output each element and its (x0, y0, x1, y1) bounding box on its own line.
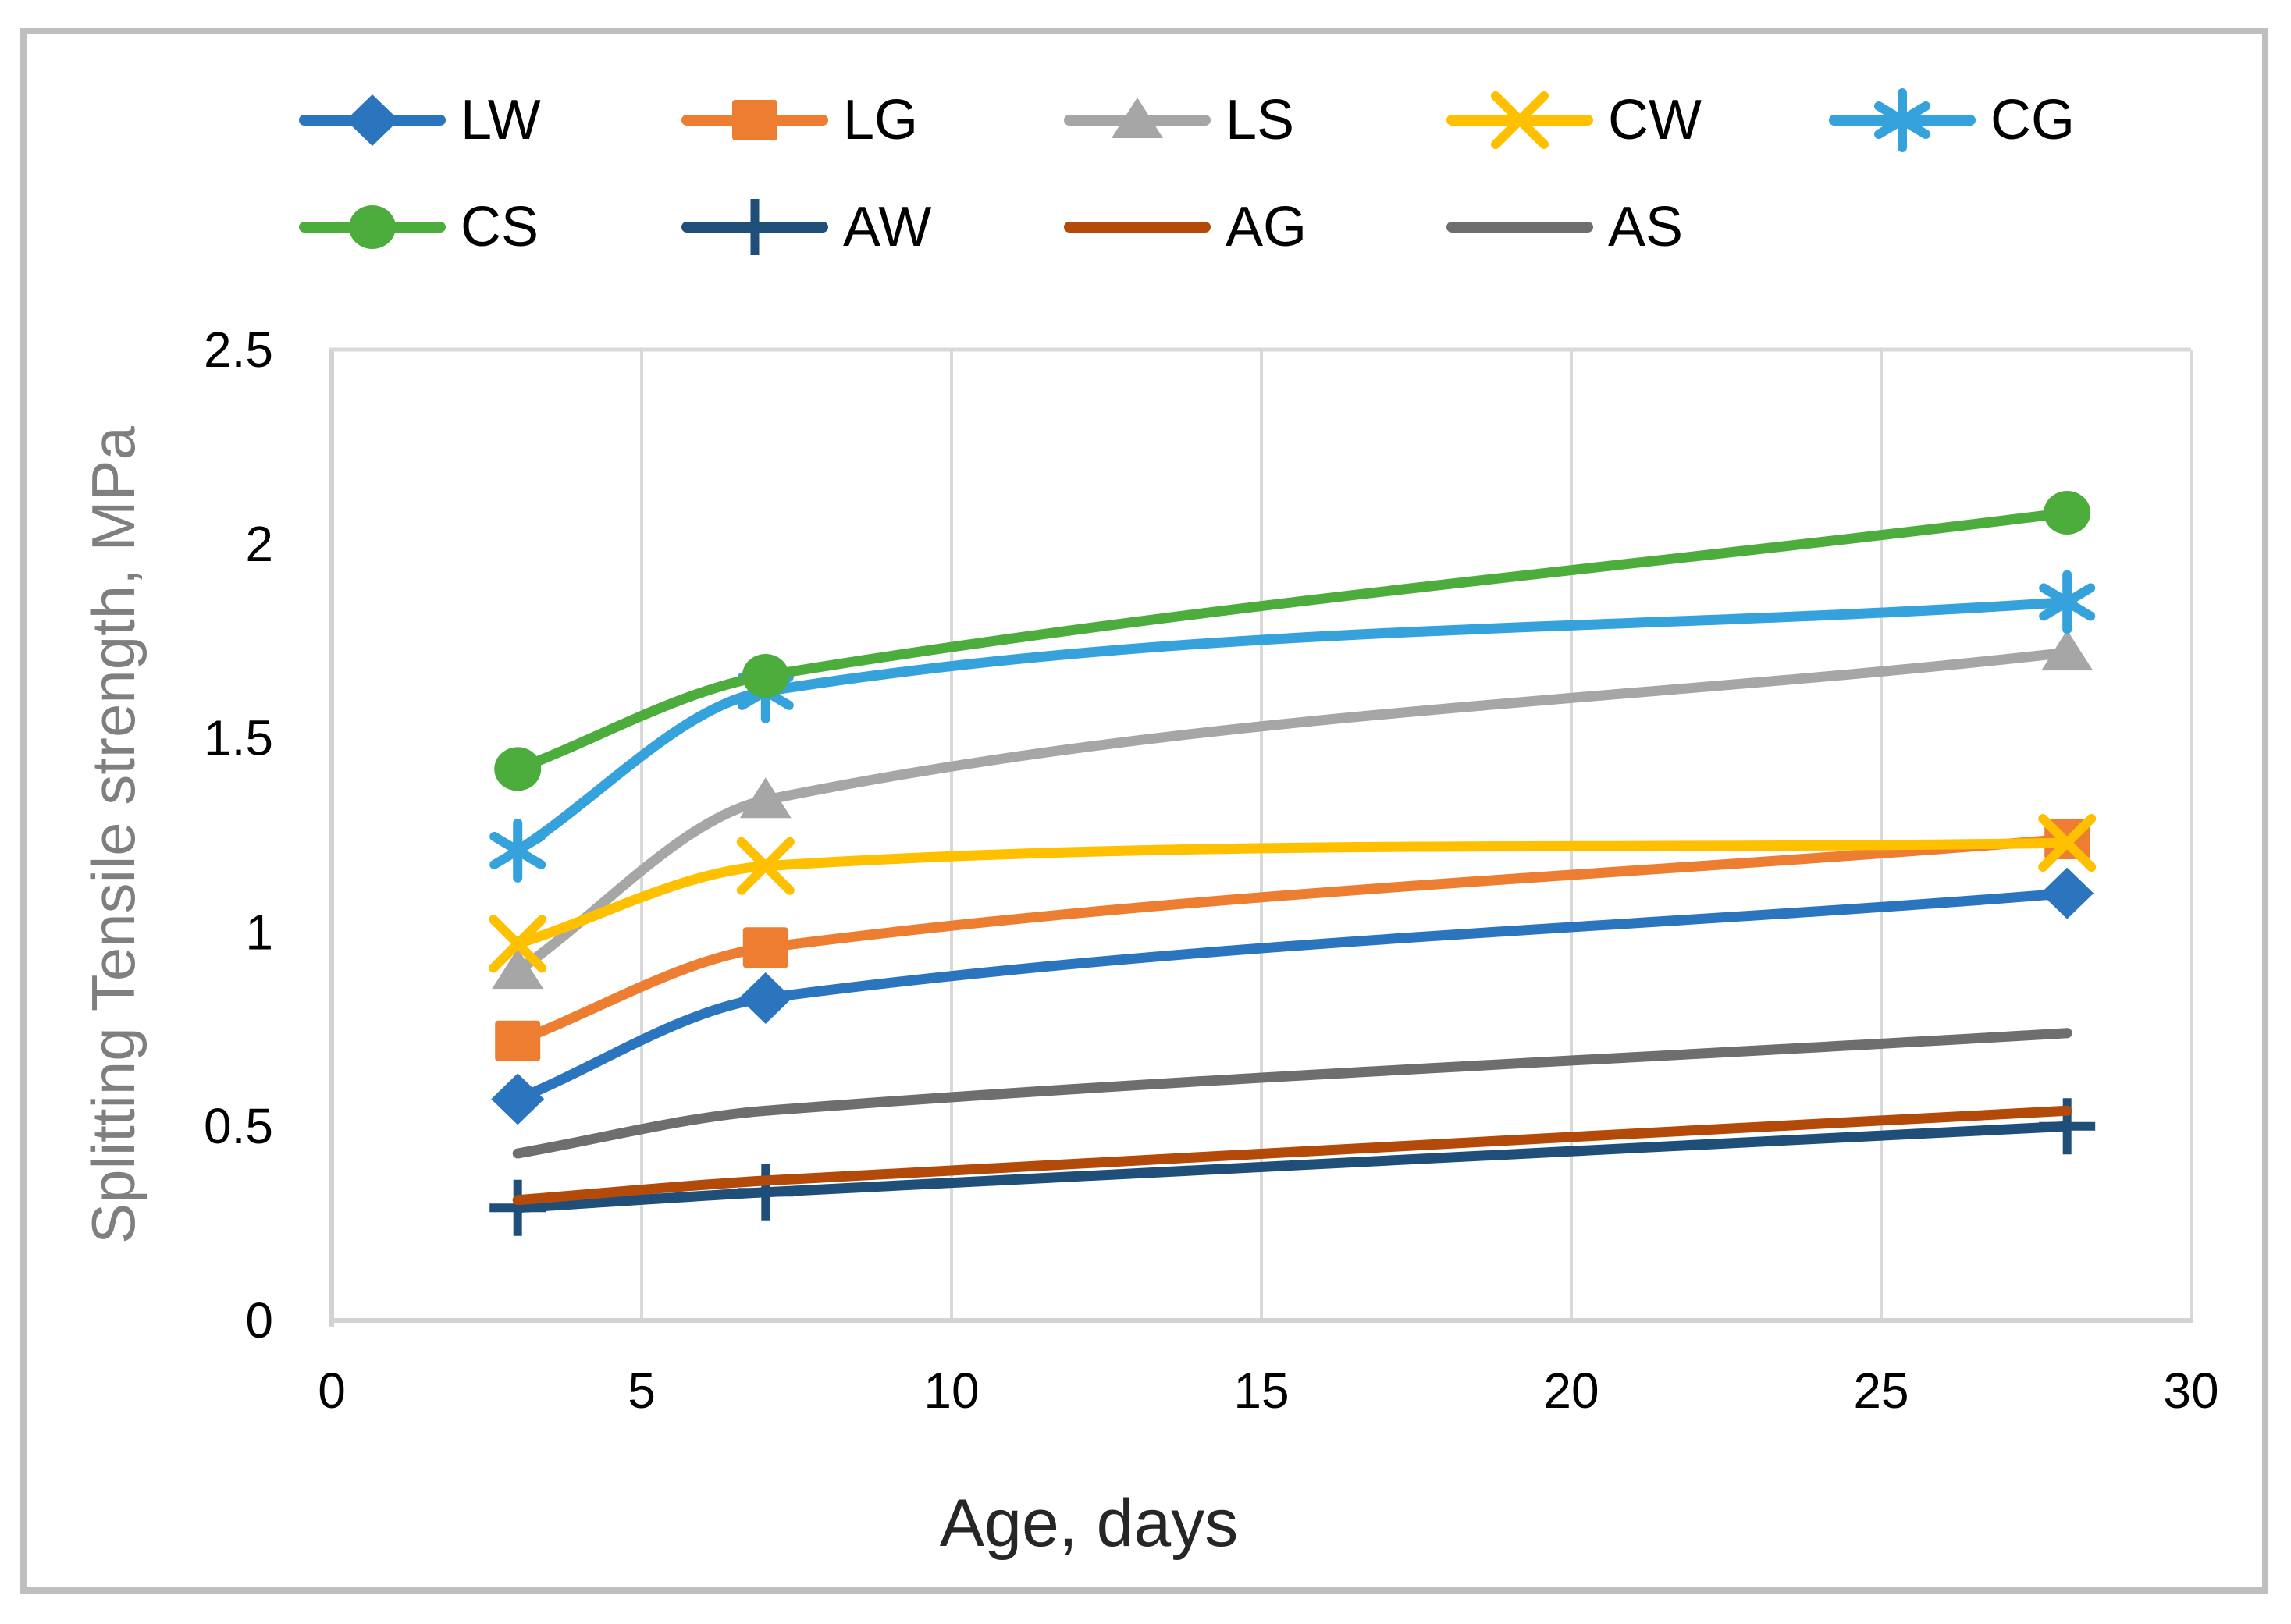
series-CS-point-28 (2044, 490, 2091, 535)
legend-item-AG: AG (1064, 196, 1307, 258)
series-CW-point-28-shape (2038, 813, 2097, 872)
y-tick-label-0.5: 0.5 (204, 1098, 273, 1154)
x-tick-label-5: 5 (628, 1363, 656, 1419)
series-LS-point-28-shape (2041, 630, 2094, 671)
series-LW-point-28 (2040, 867, 2094, 919)
series-LW-point-3 (491, 1073, 545, 1125)
legend-marker-LW-shape (346, 94, 399, 146)
series-line-CG (512, 596, 2072, 856)
legend-marker-CW (1491, 91, 1549, 149)
legend-marker-LG (732, 100, 777, 140)
x-tick-label-20: 20 (1543, 1363, 1599, 1419)
series-LG-point-3-shape (495, 1020, 541, 1061)
series-AW-point-3 (489, 1179, 546, 1236)
series-CG-point-3 (489, 818, 546, 883)
series-LW-point-7 (738, 972, 792, 1024)
legend-item-CW: CW (1446, 89, 1702, 151)
legend-label-CG: CG (1990, 89, 2075, 151)
series-CW-point-3 (489, 915, 547, 973)
series-line-AG (512, 1105, 2072, 1206)
series-LW-point-3-shape (491, 1073, 545, 1125)
legend-item-LW: LW (299, 89, 541, 151)
legend-label-LW: LW (461, 89, 541, 151)
series-CS-point-28-shape (2044, 490, 2091, 535)
legend-label-CS: CS (461, 196, 539, 258)
series-LS-point-3-shape (492, 948, 544, 990)
series-CW-point-7-shape (736, 837, 795, 895)
legend-marker-LS-shape (1112, 98, 1163, 138)
legend-marker-CW-shape (1491, 91, 1549, 149)
series-CS-point-3-shape (494, 747, 542, 791)
y-tick-label-2.5: 2.5 (204, 322, 273, 378)
legend-marker-LS (1112, 98, 1163, 138)
legend-item-LG: LG (681, 89, 918, 151)
series-CG-point-3-shape (489, 831, 546, 869)
series-LS-point-7 (739, 777, 792, 819)
legend-marker-LG-shape (732, 100, 777, 140)
x-tick-label-15: 15 (1233, 1363, 1289, 1419)
legend-item-LS: LS (1064, 89, 1294, 151)
x-tick-label-30: 30 (2163, 1363, 2218, 1419)
series-CS-point-3 (494, 747, 542, 791)
series-LS-point-28 (2041, 630, 2094, 671)
legend-label-AS: AS (1608, 196, 1683, 258)
legend-label-AW: AW (843, 196, 931, 258)
series-CW-point-28 (2038, 813, 2097, 872)
legend-label-LS: LS (1226, 89, 1294, 151)
legend-marker-LW (346, 94, 399, 146)
figure-border (20, 28, 2268, 1594)
series-line-AS (512, 1028, 2072, 1159)
y-tick-label-1: 1 (245, 904, 273, 960)
series-LW-point-7-shape (738, 972, 792, 1024)
series-line-LW (512, 888, 2072, 1104)
x-axis-title: Age, days (940, 1486, 1238, 1561)
series-CS-point-7-shape (742, 653, 789, 698)
series-CW-point-7 (736, 837, 795, 895)
y-axis-title: Splitting Tensile strength, MPa (79, 425, 148, 1243)
series-AW-point-7 (737, 1164, 794, 1221)
legend-item-CS: CS (299, 196, 539, 258)
series-CW-point-3-shape (489, 915, 547, 973)
x-tick-label-25: 25 (1853, 1363, 1909, 1419)
series-LG-point-7 (742, 927, 788, 968)
series-LG-point-3 (495, 1020, 541, 1061)
series-CG-point-28-shape (2039, 583, 2096, 621)
legend-marker-CS-shape (349, 205, 396, 249)
y-tick-label-2: 2 (245, 516, 273, 572)
x-tick-label-0: 0 (318, 1363, 346, 1419)
series-line-LG (512, 833, 2072, 1047)
y-tick-label-0: 0 (245, 1292, 273, 1349)
legend-item-AW: AW (681, 196, 931, 258)
legend-marker-CS (349, 205, 396, 249)
x-tick-label-10: 10 (923, 1363, 979, 1419)
legend-marker-CG (1874, 88, 1930, 152)
y-tick-label-1.5: 1.5 (204, 710, 273, 766)
series-LS-point-7-shape (739, 777, 792, 819)
series-LS-point-3 (492, 948, 544, 990)
legend-marker-CG-shape (1874, 101, 1930, 139)
legend-item-AS: AS (1446, 196, 1683, 258)
series-line-CS (512, 507, 2072, 774)
series-LG-point-7-shape (742, 927, 788, 968)
legend-label-LG: LG (843, 89, 918, 151)
series-CG-point-28 (2039, 570, 2096, 634)
series-LW-point-28-shape (2040, 867, 2094, 919)
legend-label-AG: AG (1226, 196, 1307, 258)
series-line-AW (512, 1121, 2072, 1214)
legend-label-CW: CW (1608, 89, 1702, 151)
series-CS-point-7 (742, 653, 789, 698)
legend-marker-AW (727, 199, 783, 255)
legend-item-CG: CG (1829, 88, 2075, 152)
series-line-LS (512, 647, 2072, 976)
series-line-CW (512, 837, 2072, 949)
